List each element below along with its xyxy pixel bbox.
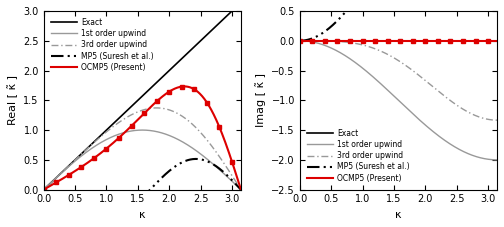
MP5 (Suresh et al.) xyxy=(317,33,323,36)
OCMP5 (Present) xyxy=(41,188,47,191)
Exact xyxy=(41,188,47,191)
1st order upwind xyxy=(238,188,244,191)
OCMP5 (Present) xyxy=(61,177,67,179)
3rd order upwind xyxy=(384,52,390,55)
OCMP5 (Present) xyxy=(494,39,500,42)
Line: MP5 (Suresh et al.): MP5 (Suresh et al.) xyxy=(44,159,241,223)
Exact xyxy=(128,106,134,109)
OCMP5 (Present) xyxy=(451,39,457,42)
3rd order upwind xyxy=(494,119,500,121)
3rd order upwind xyxy=(176,113,182,116)
MP5 (Suresh et al.) xyxy=(238,188,244,191)
Line: Exact: Exact xyxy=(44,2,241,190)
3rd order upwind xyxy=(454,104,460,107)
3rd order upwind xyxy=(376,49,383,52)
1st order upwind xyxy=(176,139,182,141)
Line: 3rd order upwind: 3rd order upwind xyxy=(44,108,241,190)
Exact xyxy=(176,60,182,62)
1st order upwind xyxy=(317,42,323,45)
Line: 1st order upwind: 1st order upwind xyxy=(300,41,497,160)
Line: MP5 (Suresh et al.): MP5 (Suresh et al.) xyxy=(300,0,497,41)
1st order upwind xyxy=(128,130,134,133)
MP5 (Suresh et al.) xyxy=(61,206,67,209)
1st order upwind xyxy=(494,158,500,161)
OCMP5 (Present) xyxy=(198,94,204,96)
Line: 3rd order upwind: 3rd order upwind xyxy=(300,41,497,120)
Exact xyxy=(494,39,500,42)
3rd order upwind xyxy=(451,101,457,104)
1st order upwind xyxy=(376,81,383,84)
OCMP5 (Present) xyxy=(432,39,438,42)
Exact xyxy=(432,39,438,42)
MP5 (Suresh et al.) xyxy=(199,158,205,161)
X-axis label: κ: κ xyxy=(139,210,146,220)
1st order upwind xyxy=(454,147,460,150)
MP5 (Suresh et al.) xyxy=(95,222,101,225)
1st order upwind xyxy=(198,153,204,156)
3rd order upwind xyxy=(297,39,303,42)
MP5 (Suresh et al.) xyxy=(195,158,201,160)
Exact xyxy=(195,42,201,45)
MP5 (Suresh et al.) xyxy=(128,207,134,210)
MP5 (Suresh et al.) xyxy=(120,213,127,215)
OCMP5 (Present) xyxy=(317,39,323,42)
Legend: Exact, 1st order upwind, 3rd order upwind, MP5 (Suresh et al.), OCMP5 (Present): Exact, 1st order upwind, 3rd order upwin… xyxy=(303,126,413,186)
3rd order upwind xyxy=(61,169,67,172)
1st order upwind xyxy=(297,39,303,42)
3rd order upwind xyxy=(128,114,134,117)
OCMP5 (Present) xyxy=(120,132,127,135)
MP5 (Suresh et al.) xyxy=(297,39,303,42)
OCMP5 (Present) xyxy=(297,39,303,42)
Exact xyxy=(120,113,127,115)
3rd order upwind xyxy=(317,39,323,42)
Exact xyxy=(198,39,204,42)
Exact xyxy=(238,1,244,4)
Line: OCMP5 (Present): OCMP5 (Present) xyxy=(44,86,241,190)
Exact xyxy=(317,39,323,42)
Exact xyxy=(454,39,460,42)
1st order upwind xyxy=(41,188,47,191)
1st order upwind xyxy=(139,129,145,131)
OCMP5 (Present) xyxy=(195,90,201,93)
OCMP5 (Present) xyxy=(128,126,134,128)
3rd order upwind xyxy=(41,188,47,191)
OCMP5 (Present) xyxy=(181,85,187,88)
Y-axis label: Imag [ κ̃ ]: Imag [ κ̃ ] xyxy=(255,73,266,127)
Exact xyxy=(297,39,303,42)
Exact xyxy=(61,169,67,172)
Exact xyxy=(376,39,383,42)
3rd order upwind xyxy=(432,87,438,90)
X-axis label: κ: κ xyxy=(395,210,402,220)
3rd order upwind xyxy=(238,188,244,191)
Line: 1st order upwind: 1st order upwind xyxy=(44,130,241,190)
MP5 (Suresh et al.) xyxy=(41,188,47,191)
Legend: Exact, 1st order upwind, 3rd order upwind, MP5 (Suresh et al.), OCMP5 (Present): Exact, 1st order upwind, 3rd order upwin… xyxy=(47,15,157,75)
3rd order upwind xyxy=(198,132,204,135)
1st order upwind xyxy=(432,132,438,135)
MP5 (Suresh et al.) xyxy=(193,158,199,160)
MP5 (Suresh et al.) xyxy=(176,163,182,165)
OCMP5 (Present) xyxy=(376,39,383,42)
OCMP5 (Present) xyxy=(454,39,460,42)
1st order upwind xyxy=(61,170,67,172)
OCMP5 (Present) xyxy=(176,86,182,89)
Y-axis label: Real [ κ̃ ]: Real [ κ̃ ] xyxy=(7,75,18,125)
1st order upwind xyxy=(195,151,201,153)
OCMP5 (Present) xyxy=(384,39,390,42)
3rd order upwind xyxy=(154,106,160,109)
1st order upwind xyxy=(120,131,127,134)
Exact xyxy=(451,39,457,42)
Exact xyxy=(384,39,390,42)
OCMP5 (Present) xyxy=(238,188,244,191)
1st order upwind xyxy=(384,88,390,91)
1st order upwind xyxy=(451,145,457,148)
3rd order upwind xyxy=(120,118,127,121)
3rd order upwind xyxy=(195,128,201,131)
